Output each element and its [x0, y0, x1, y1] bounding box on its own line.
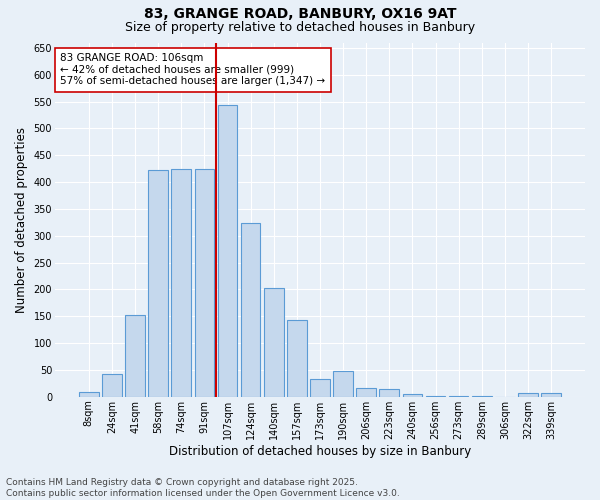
- Text: 83 GRANGE ROAD: 106sqm
← 42% of detached houses are smaller (999)
57% of semi-de: 83 GRANGE ROAD: 106sqm ← 42% of detached…: [60, 53, 325, 86]
- Bar: [172, 169, 191, 397]
- Text: 83, GRANGE ROAD, BANBURY, OX16 9AT: 83, GRANGE ROAD, BANBURY, OX16 9AT: [144, 8, 456, 22]
- X-axis label: Distribution of detached houses by size in Banbury: Distribution of detached houses by size …: [169, 444, 471, 458]
- Bar: [102, 374, 122, 397]
- Bar: [379, 390, 399, 397]
- Bar: [79, 392, 98, 397]
- Bar: [148, 170, 168, 397]
- Bar: [356, 388, 376, 397]
- Bar: [194, 169, 214, 397]
- Bar: [403, 394, 422, 397]
- Bar: [125, 314, 145, 397]
- Bar: [287, 320, 307, 397]
- Bar: [333, 371, 353, 397]
- Bar: [449, 396, 469, 397]
- Text: Size of property relative to detached houses in Banbury: Size of property relative to detached ho…: [125, 22, 475, 35]
- Bar: [518, 393, 538, 397]
- Bar: [472, 396, 491, 397]
- Y-axis label: Number of detached properties: Number of detached properties: [15, 126, 28, 312]
- Text: Contains HM Land Registry data © Crown copyright and database right 2025.
Contai: Contains HM Land Registry data © Crown c…: [6, 478, 400, 498]
- Bar: [541, 393, 561, 397]
- Bar: [310, 379, 330, 397]
- Bar: [218, 106, 238, 397]
- Bar: [264, 288, 284, 397]
- Bar: [426, 396, 445, 397]
- Bar: [241, 224, 260, 397]
